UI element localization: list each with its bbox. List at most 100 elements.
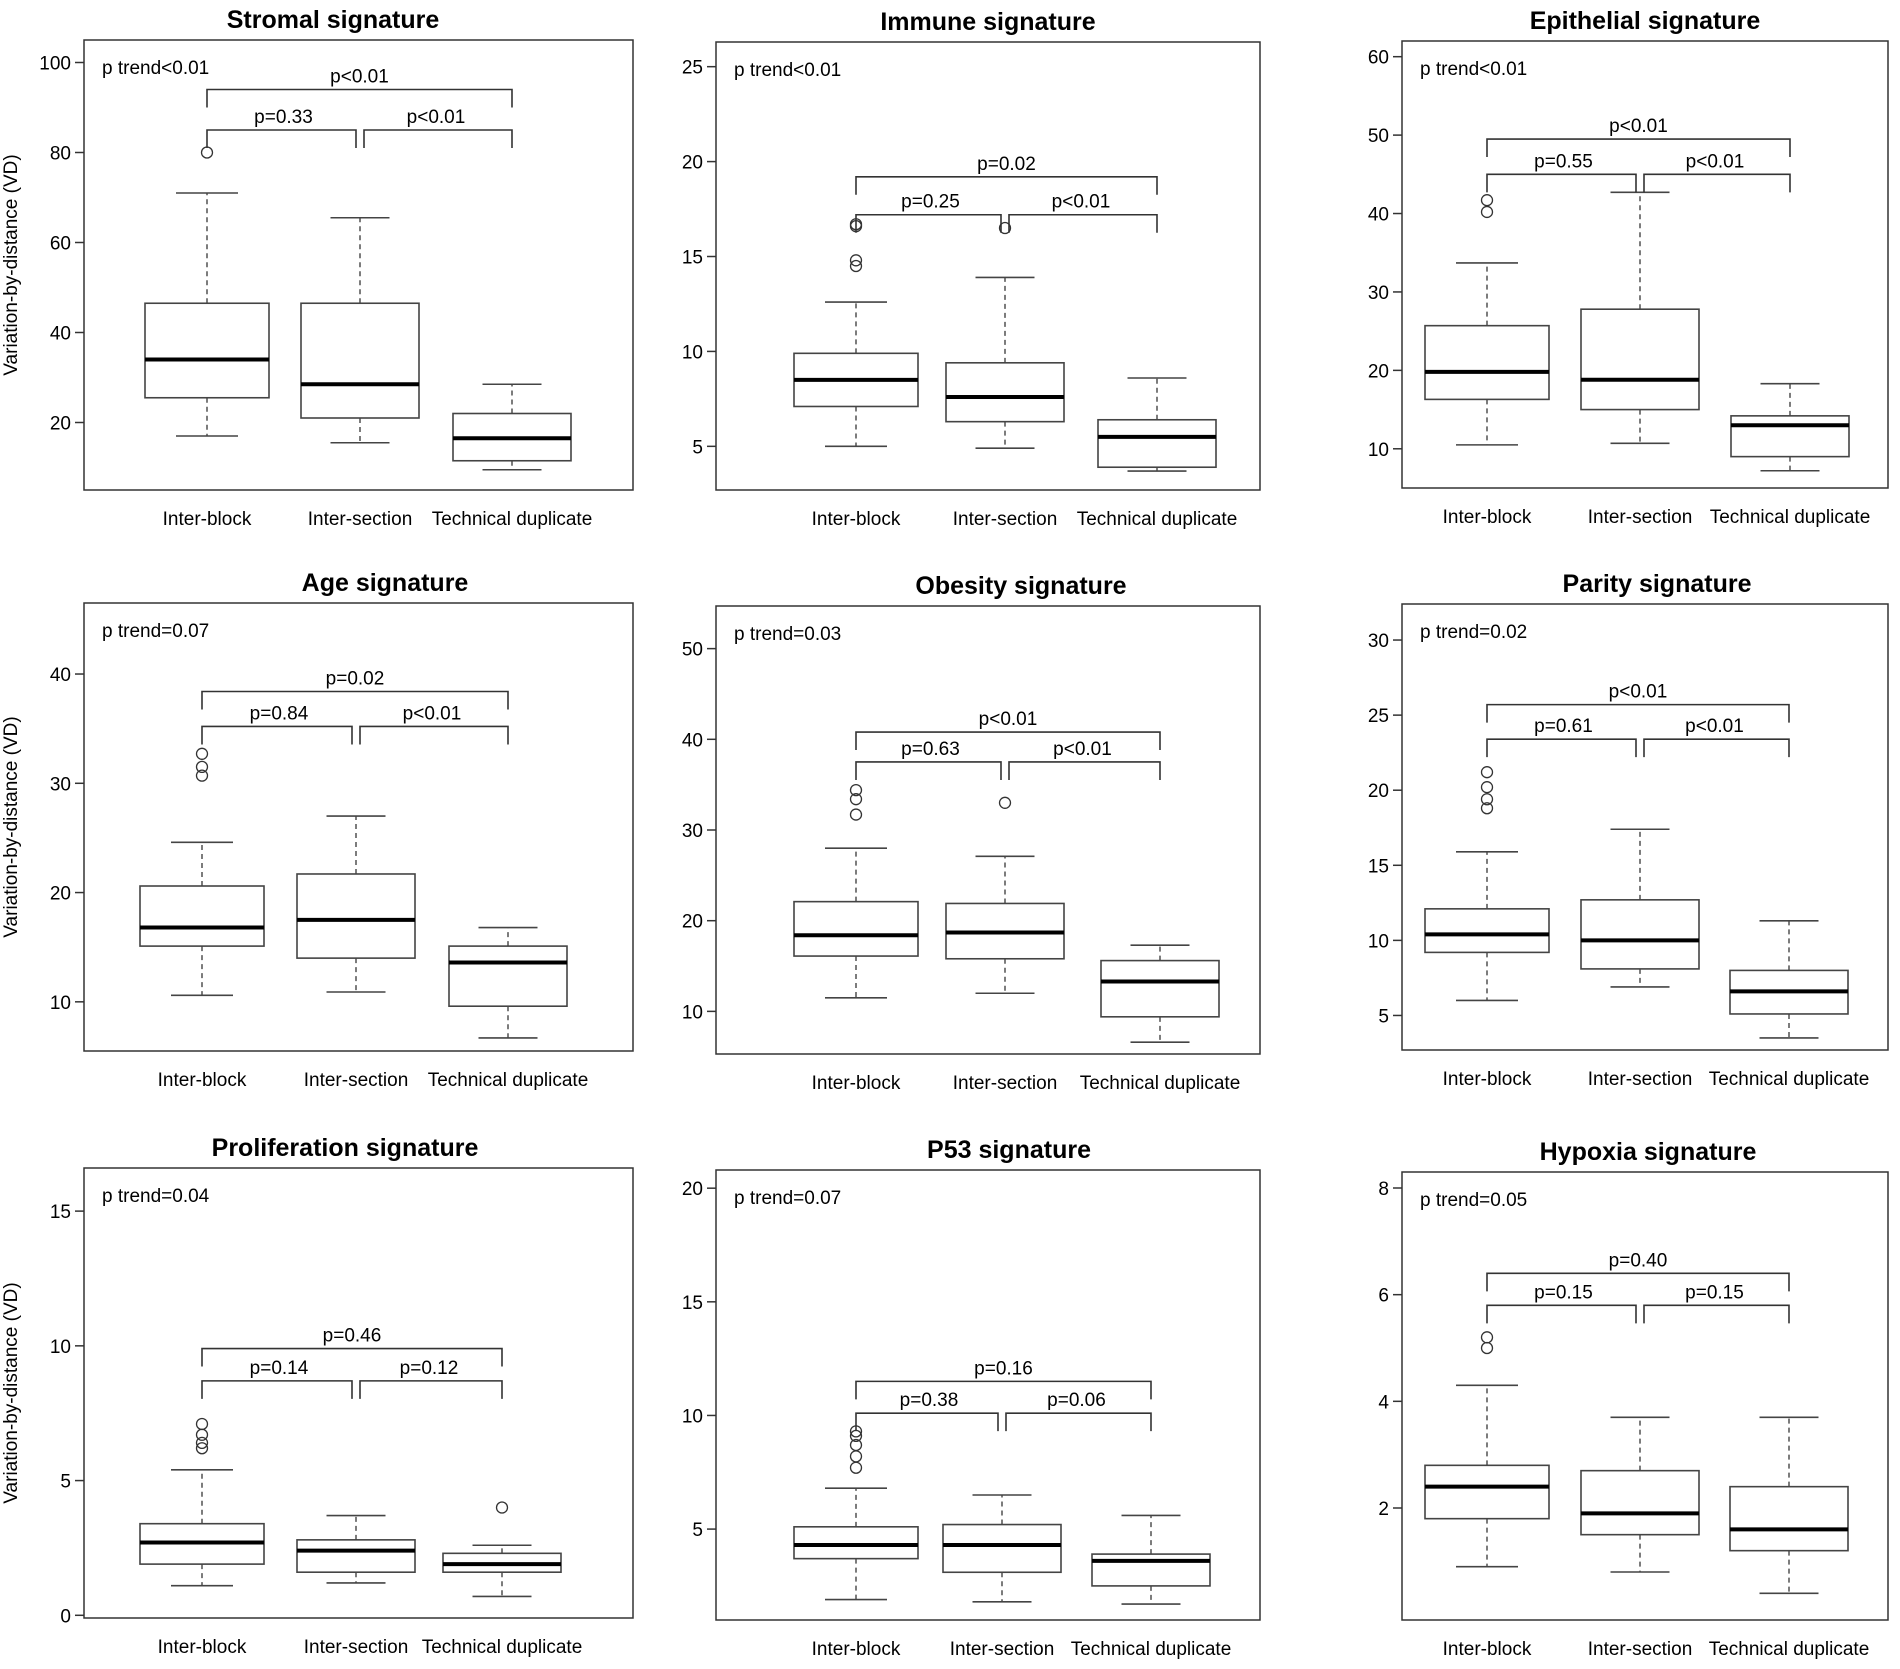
x-category-label: Technical duplicate	[1080, 1073, 1241, 1094]
y-axis-label: Variation-by-distance (VD)	[1, 716, 22, 937]
y-tick-label: 5	[60, 1472, 71, 1493]
pvalue-2-3: p=0.12	[400, 1358, 459, 1379]
outlier-point	[195, 1428, 209, 1441]
x-category-label: Technical duplicate	[1071, 1639, 1232, 1660]
bracket-1-3	[206, 88, 513, 108]
chart-panel-5: Parity signature 5 10 15 20 25 30 Inter-block In…	[1368, 570, 1889, 1090]
pvalue-1-2: p=0.38	[900, 1390, 959, 1411]
y-tick-label: 10	[50, 1337, 71, 1358]
y-tick-label: 50	[682, 640, 703, 661]
chart-panel-6: Proliferation signature 0 5 10 15 Variation-b…	[1, 1134, 634, 1658]
x-category-label: Inter-section	[953, 509, 1058, 530]
y-tick-label: 6	[1378, 1286, 1389, 1307]
chart-panel-7: P53 signature 5 10 15 20 Inter-block Inter-sec…	[682, 1136, 1261, 1660]
outlier-point	[849, 259, 863, 273]
box-iqr	[144, 302, 270, 399]
y-tick-label: 15	[682, 1293, 703, 1314]
bracket-1-3	[855, 1380, 1152, 1400]
x-category-label: Inter-section	[308, 509, 413, 530]
bracket-1-2	[201, 1380, 353, 1399]
y-tick-label: 8	[1378, 1179, 1389, 1200]
plot-frame	[715, 41, 1261, 491]
y-tick-label: 80	[50, 144, 71, 165]
x-category-label: Technical duplicate	[1710, 507, 1871, 528]
y-tick-label: 4	[1378, 1392, 1389, 1413]
box-1	[296, 1514, 416, 1584]
bracket-1-3	[855, 175, 1158, 195]
box-2	[442, 1501, 562, 1598]
chart-title: Stromal signature	[227, 6, 440, 34]
box-0	[1424, 766, 1550, 1002]
bracket-1-3	[1486, 1272, 1790, 1292]
y-tick-label: 30	[1368, 283, 1389, 304]
bracket-2-3	[363, 129, 513, 148]
pvalue-2-3: p<0.01	[1052, 192, 1111, 213]
bracket-1-2	[855, 213, 1002, 233]
outlier-point	[1480, 793, 1494, 806]
outlier-point	[1480, 1341, 1494, 1355]
pvalue-1-2: p=0.84	[250, 703, 309, 724]
box-iqr	[296, 1539, 416, 1573]
p-trend-label: p trend=0.04	[102, 1186, 210, 1207]
x-category-label: Inter-block	[1443, 1639, 1532, 1660]
bracket-2-3	[1008, 213, 1158, 233]
box-2	[452, 383, 572, 471]
box-2	[1729, 1416, 1849, 1595]
box-0	[1424, 1331, 1550, 1568]
outlier-point	[1480, 194, 1494, 207]
box-iqr	[296, 873, 416, 959]
chart-panel-4: Obesity signature 10 20 30 40 50 Inter-block In…	[682, 572, 1261, 1094]
bracket-1-2	[855, 761, 1002, 780]
outlier-point	[998, 221, 1012, 235]
box-2	[1091, 1514, 1211, 1605]
box-0	[144, 146, 270, 437]
box-iqr	[945, 362, 1065, 423]
y-tick-label: 20	[50, 414, 71, 435]
y-tick-label: 10	[1368, 931, 1389, 952]
pvalue-1-2: p=0.61	[1534, 716, 1593, 737]
x-category-label: Inter-section	[304, 1637, 409, 1658]
outlier-point	[1480, 205, 1494, 219]
pvalue-1-2: p=0.63	[901, 739, 960, 760]
chart-title: Age signature	[302, 569, 469, 597]
chart-panel-0: Stromal signature 20 40 60 80 100 Variation-by…	[1, 6, 634, 530]
x-category-label: Inter-section	[953, 1073, 1058, 1094]
y-tick-label: 30	[682, 821, 703, 842]
y-tick-label: 25	[1368, 706, 1389, 727]
plot-frame	[83, 39, 634, 491]
pvalue-1-3: p=0.02	[326, 669, 385, 690]
y-tick-label: 40	[50, 665, 71, 686]
box-2	[1729, 920, 1849, 1039]
box-iqr	[942, 1523, 1062, 1574]
pvalue-2-3: p<0.01	[403, 703, 462, 724]
y-axis-label: Variation-by-distance (VD)	[1, 154, 22, 375]
bracket-2-3	[1005, 1412, 1152, 1432]
bracket-1-2	[206, 129, 357, 148]
box-iqr	[793, 900, 919, 957]
plot-frame	[83, 1167, 634, 1619]
box-2	[1097, 377, 1217, 472]
pvalue-1-2: p=0.33	[254, 107, 313, 128]
outlier-point	[195, 747, 209, 760]
y-tick-label: 40	[50, 324, 71, 345]
chart-panel-8: Hypoxia signature 2 4 6 8 Inter-block Inter-se…	[1378, 1138, 1889, 1660]
box-iqr	[1730, 415, 1850, 458]
box-0	[793, 1425, 919, 1601]
p-trend-label: p trend<0.01	[1420, 59, 1527, 80]
outlier-point	[1480, 766, 1494, 779]
box-iqr	[793, 1526, 919, 1560]
box-0	[793, 218, 919, 448]
x-category-label: Inter-block	[812, 1639, 901, 1660]
x-category-label: Technical duplicate	[432, 509, 593, 530]
pvalue-1-3: p<0.01	[1609, 116, 1668, 137]
bracket-2-3	[1008, 761, 1161, 780]
y-tick-label: 5	[1378, 1006, 1389, 1027]
bracket-1-2	[1486, 173, 1637, 193]
pvalue-1-3: p=0.40	[1609, 1250, 1668, 1271]
p-trend-label: p trend<0.01	[102, 58, 209, 79]
x-category-label: Technical duplicate	[428, 1070, 589, 1091]
box-0	[793, 783, 919, 999]
outlier-point	[195, 760, 209, 774]
bracket-1-2	[201, 725, 353, 745]
chart-panel-1: Immune signature 5 10 15 20 25 Inter-block Inte…	[682, 8, 1261, 530]
